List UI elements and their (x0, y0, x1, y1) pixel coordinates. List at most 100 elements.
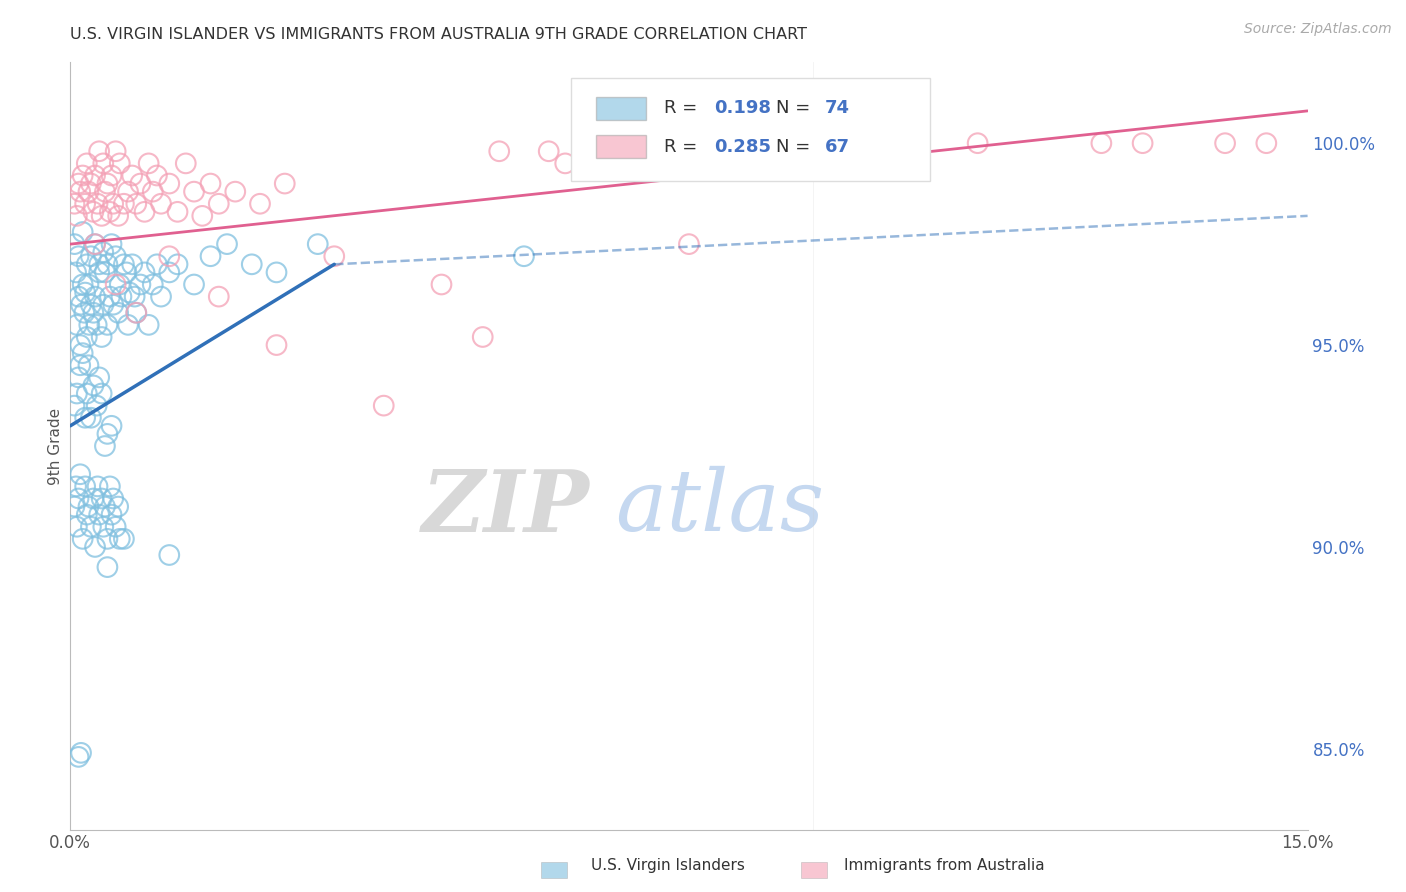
Point (108, 277, 131, 292)
Text: R =: R = (664, 138, 703, 156)
Point (104, 520, 127, 534)
Point (157, 249, 180, 263)
Point (150, 290, 173, 304)
Point (157, 177, 180, 191)
Point (80, 520, 103, 534)
Point (77, 358, 100, 372)
Point (191, 209, 214, 223)
Point (103, 491, 125, 506)
Point (100, 418, 122, 433)
Point (75, 285, 97, 300)
Point (1256, 136, 1278, 151)
Point (96, 532, 118, 546)
Point (96, 177, 118, 191)
Point (90, 330, 112, 344)
Point (200, 249, 222, 263)
Point (266, 338, 288, 352)
Point (91, 520, 114, 534)
Point (89, 508, 111, 522)
Point (67, 750, 90, 764)
Point (100, 169, 122, 183)
Point (166, 257, 188, 271)
Point (125, 306, 148, 320)
Point (112, 196, 135, 211)
Point (89, 257, 111, 271)
Point (89, 145, 111, 159)
Point (104, 277, 127, 292)
Point (84, 169, 107, 183)
Point (76, 330, 98, 344)
Text: N =: N = (776, 138, 815, 156)
Point (107, 500, 129, 514)
Point (266, 265, 288, 279)
Point (146, 169, 169, 183)
Point (112, 257, 135, 271)
Point (107, 209, 129, 223)
Point (96, 318, 118, 332)
Point (70, 746, 93, 760)
Point (118, 285, 141, 300)
Point (373, 399, 395, 413)
Point (90, 491, 112, 506)
Point (138, 156, 160, 170)
Point (86, 196, 108, 211)
Text: R =: R = (664, 100, 703, 118)
Point (430, 277, 453, 292)
Point (69, 338, 91, 352)
Point (108, 532, 131, 546)
Point (108, 156, 131, 170)
Point (94, 185, 117, 199)
Point (76, 386, 98, 401)
Point (89, 265, 111, 279)
Point (66, 520, 89, 534)
Point (1132, 136, 1154, 151)
Point (84, 237, 107, 252)
Point (82, 378, 104, 392)
Point (66, 386, 89, 401)
Point (249, 196, 271, 211)
Point (91, 245, 114, 260)
Point (104, 145, 127, 159)
Point (471, 330, 494, 344)
Point (91, 156, 114, 170)
Point (72, 169, 94, 183)
Text: Source: ZipAtlas.com: Source: ZipAtlas.com (1244, 22, 1392, 37)
Point (224, 185, 246, 199)
Point (166, 204, 188, 219)
Text: 67: 67 (825, 138, 851, 156)
Point (63, 196, 86, 211)
Point (142, 185, 165, 199)
Point (801, 145, 824, 159)
FancyBboxPatch shape (571, 78, 931, 181)
Point (66, 318, 89, 332)
Point (125, 306, 148, 320)
Point (94, 265, 117, 279)
Point (73, 306, 96, 320)
Point (637, 136, 659, 151)
Point (65, 479, 87, 493)
Point (63, 237, 86, 252)
Point (142, 277, 165, 292)
Point (82, 306, 104, 320)
Point (75, 410, 97, 425)
Text: 0.285: 0.285 (714, 138, 770, 156)
Point (86, 399, 108, 413)
Point (124, 290, 146, 304)
Point (110, 290, 132, 304)
Point (117, 318, 139, 332)
Point (82, 491, 104, 506)
Point (65, 265, 87, 279)
Point (125, 196, 148, 211)
Point (117, 185, 139, 199)
Point (72, 277, 94, 292)
Point (77, 185, 100, 199)
Point (104, 249, 127, 263)
Point (100, 237, 122, 252)
Point (146, 257, 169, 271)
Point (98, 204, 121, 219)
Point (75, 479, 97, 493)
Text: atlas: atlas (614, 466, 824, 549)
FancyBboxPatch shape (596, 97, 645, 120)
Point (84, 540, 107, 554)
Text: 74: 74 (825, 100, 851, 118)
